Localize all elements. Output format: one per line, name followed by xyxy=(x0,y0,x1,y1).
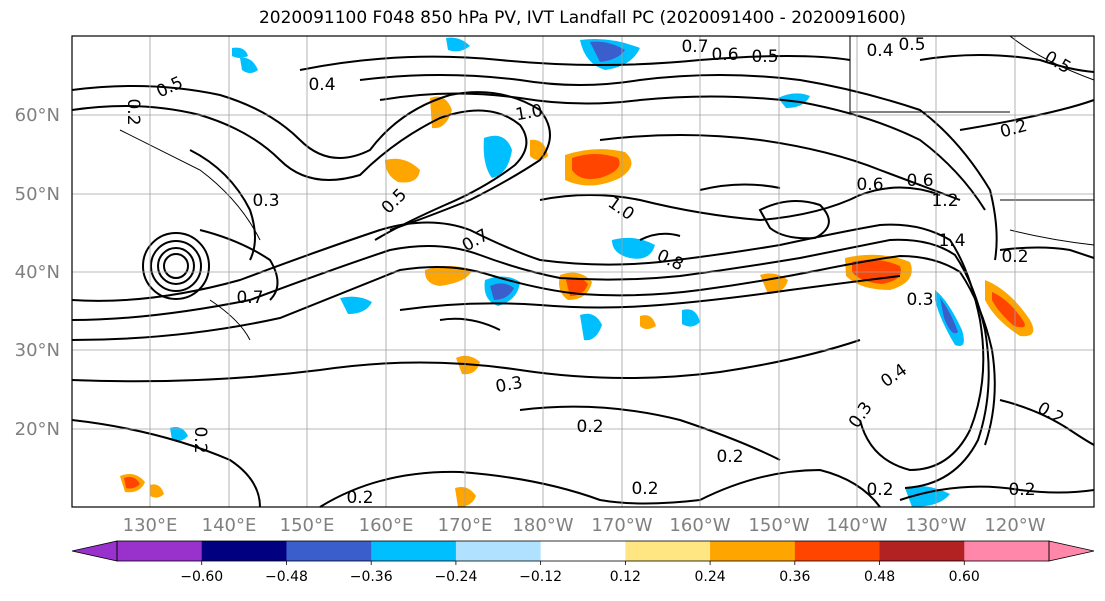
colorbar-tick-label: −0.24 xyxy=(434,569,477,585)
colorbar-swatch xyxy=(879,541,965,561)
lon-tick-label: 150°E xyxy=(280,515,335,536)
colorbar-swatch xyxy=(540,541,626,561)
colorbar-swatch xyxy=(286,541,372,561)
lon-tick-label: 130°E xyxy=(123,515,178,536)
contour-label: 0.3 xyxy=(494,373,524,397)
colorbar-tick-labels: −0.60 −0.48 −0.36 −0.24 −0.12 0.12 0.24 0.36 0.4… xyxy=(180,561,980,585)
colorbar-tick-label: −0.48 xyxy=(265,569,308,585)
lon-tick-label: 160°E xyxy=(359,515,414,536)
contour-label: 0.2 xyxy=(576,417,603,437)
colorbar-swatch xyxy=(625,541,711,561)
contour-label: 0.2 xyxy=(123,98,143,125)
gridlines xyxy=(72,36,1094,507)
coastlines xyxy=(119,35,1095,341)
lat-tick-label: 40°N xyxy=(15,262,60,283)
colorbar-tick-label: −0.36 xyxy=(350,569,393,585)
plot-border xyxy=(71,35,1095,508)
contour-label: 0.2 xyxy=(1008,480,1035,500)
lat-tick-label: 30°N xyxy=(15,340,60,361)
lon-tick-label: 170°W xyxy=(591,515,652,536)
contour-label: 0.6 xyxy=(856,175,883,195)
colorbar-tick-label: 0.60 xyxy=(949,569,980,585)
colorbar-extend-low xyxy=(71,540,118,562)
colorbar-tick-label: −0.12 xyxy=(519,569,562,585)
lon-tick-label: 140°W xyxy=(826,515,887,536)
contour-label: 1.0 xyxy=(514,101,544,125)
contour-label: 0.2 xyxy=(631,479,658,499)
lon-tick-label: 120°W xyxy=(984,515,1045,536)
contour-label: 0.4 xyxy=(308,75,335,95)
lon-tick-label: 160°W xyxy=(669,515,730,536)
lon-tick-label: 170°E xyxy=(438,515,493,536)
lon-tick-label: 150°W xyxy=(748,515,809,536)
colorbar: −0.60 −0.48 −0.36 −0.24 −0.12 0.12 0.24 0.36 0.4… xyxy=(71,540,1095,585)
colorbar-tick-label: 0.48 xyxy=(864,569,895,585)
contour-label: 0.2 xyxy=(1001,247,1028,267)
map-plot: 0.5 0.41.00.7 0.6 0.5 0.4 0.50.50.20.3 0.5 1.00… xyxy=(71,35,1095,508)
colorbar-swatch xyxy=(201,541,287,561)
contour-label: 0.6 xyxy=(906,171,933,191)
colorbar-swatch xyxy=(455,541,542,561)
contour-label: 0.5 xyxy=(898,35,925,55)
contour-label: 0.3 xyxy=(906,290,933,310)
contour-label: 0.2 xyxy=(716,447,743,467)
colorbar-swatch xyxy=(964,541,1050,561)
colorbar-tick-label: −0.60 xyxy=(180,569,223,585)
contour-label: 0.2 xyxy=(190,426,210,453)
contour-label: 1.2 xyxy=(931,191,958,211)
colorbar-tick-label: 0.12 xyxy=(610,569,641,585)
contour-label: 0.4 xyxy=(866,41,893,61)
colorbar-outline xyxy=(116,540,1050,562)
colorbar-swatch xyxy=(117,541,203,561)
colorbar-swatch xyxy=(371,541,457,561)
lat-tick-label: 60°N xyxy=(15,105,60,126)
contour-label: 0.2 xyxy=(866,480,893,500)
lon-tick-label: 180°W xyxy=(512,515,573,536)
colorbar-swatch xyxy=(794,541,881,561)
colorbar-swatch xyxy=(710,541,796,561)
plot-frame xyxy=(72,36,1094,507)
contour-label: 0.6 xyxy=(711,45,738,65)
contour-label: 0.3 xyxy=(252,191,279,211)
lon-tick-label: 130°W xyxy=(905,515,966,536)
latitude-tick-labels: 20°N 30°N 40°N 50°N 60°N xyxy=(15,105,60,440)
contour-label: 0.5 xyxy=(751,47,778,67)
contour-label: 0.7 xyxy=(681,37,708,57)
longitude-tick-labels: 130°E 140°E 150°E 160°E 170°E 180°W 170°W 160°W… xyxy=(123,515,1046,536)
colorbar-tick-label: 0.36 xyxy=(779,569,810,585)
lat-tick-label: 20°N xyxy=(15,419,60,440)
contour-label: 0.7 xyxy=(236,288,263,308)
chart-title: 2020091100 F048 850 hPa PV, IVT Landfall… xyxy=(258,8,906,28)
contour-label: 1.4 xyxy=(938,231,965,251)
colorbar-extend-high xyxy=(1048,540,1095,562)
lat-tick-label: 50°N xyxy=(15,184,60,205)
contour-label: 0.2 xyxy=(346,488,373,508)
lon-tick-label: 140°E xyxy=(202,515,257,536)
colorbar-boxes xyxy=(71,540,1095,562)
colorbar-tick-label: 0.24 xyxy=(695,569,726,585)
